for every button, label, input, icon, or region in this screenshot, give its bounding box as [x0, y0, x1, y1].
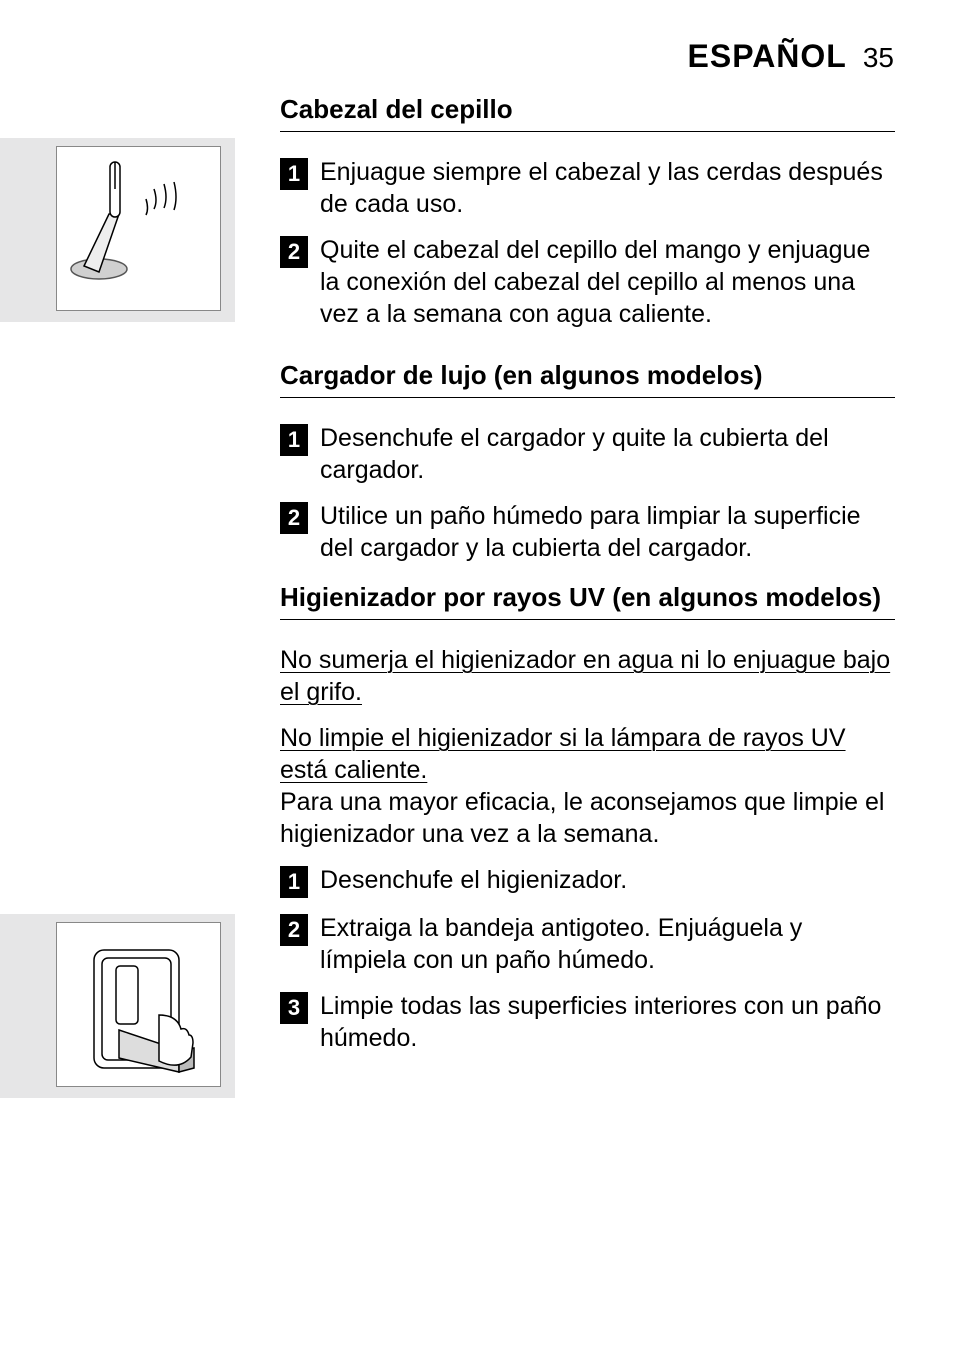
step-text: Desenchufe el cargador y quite la cubier… [320, 422, 895, 486]
section-heading-1: Cabezal del cepillo [280, 94, 895, 132]
warning-text: No sumerja el higienizador en agua ni lo… [280, 644, 895, 708]
page-header: ESPAÑOL 35 [688, 38, 894, 75]
step-number: 2 [280, 236, 308, 268]
step-text: Utilice un paño húmedo para limpiar la s… [320, 500, 895, 564]
step-number: 1 [280, 866, 308, 898]
section-heading-2: Cargador de lujo (en algunos modelos) [280, 360, 895, 398]
right-column: Cabezal del cepillo 1 Enjuague siempre e… [280, 90, 895, 1068]
section-heading-3: Higienizador por rayos UV (en algunos mo… [280, 582, 895, 620]
step-text: Limpie todas las superficies interiores … [320, 990, 895, 1054]
illustration-band-1 [0, 138, 235, 322]
step-text: Quite el cabezal del cepillo del mango y… [320, 234, 895, 330]
step-item: 1 Desenchufe el higienizador. [280, 864, 895, 898]
note-text: Para una mayor eficacia, le aconsejamos … [280, 788, 884, 848]
step-item: 2 Extraiga la bandeja antigoteo. Enjuágu… [280, 912, 895, 976]
header-page-number: 35 [863, 42, 894, 73]
step-text: Enjuague siempre el cabezal y las cerdas… [320, 156, 895, 220]
header-language: ESPAÑOL [688, 38, 847, 74]
step-number: 1 [280, 424, 308, 456]
warning-and-note: No limpie el higienizador si la lámpara … [280, 722, 895, 850]
step-number: 2 [280, 502, 308, 534]
step-number: 1 [280, 158, 308, 190]
step-item: 1 Desenchufe el cargador y quite la cubi… [280, 422, 895, 486]
step-item: 2 Utilice un paño húmedo para limpiar la… [280, 500, 895, 564]
illustration-sanitizer-tray [56, 922, 221, 1087]
step-text: Extraiga la bandeja antigoteo. Enjuáguel… [320, 912, 895, 976]
illustration-brush-rinse [56, 146, 221, 311]
warning-2: No limpie el higienizador si la lámpara … [280, 724, 846, 784]
step-text: Desenchufe el higienizador. [320, 864, 627, 898]
step-item: 1 Enjuague siempre el cabezal y las cerd… [280, 156, 895, 220]
illustration-band-2 [0, 914, 235, 1098]
step-item: 2 Quite el cabezal del cepillo del mango… [280, 234, 895, 330]
step-number: 2 [280, 914, 308, 946]
step-number: 3 [280, 992, 308, 1024]
warning-1: No sumerja el higienizador en agua ni lo… [280, 646, 890, 706]
step-item: 3 Limpie todas las superficies interiore… [280, 990, 895, 1054]
